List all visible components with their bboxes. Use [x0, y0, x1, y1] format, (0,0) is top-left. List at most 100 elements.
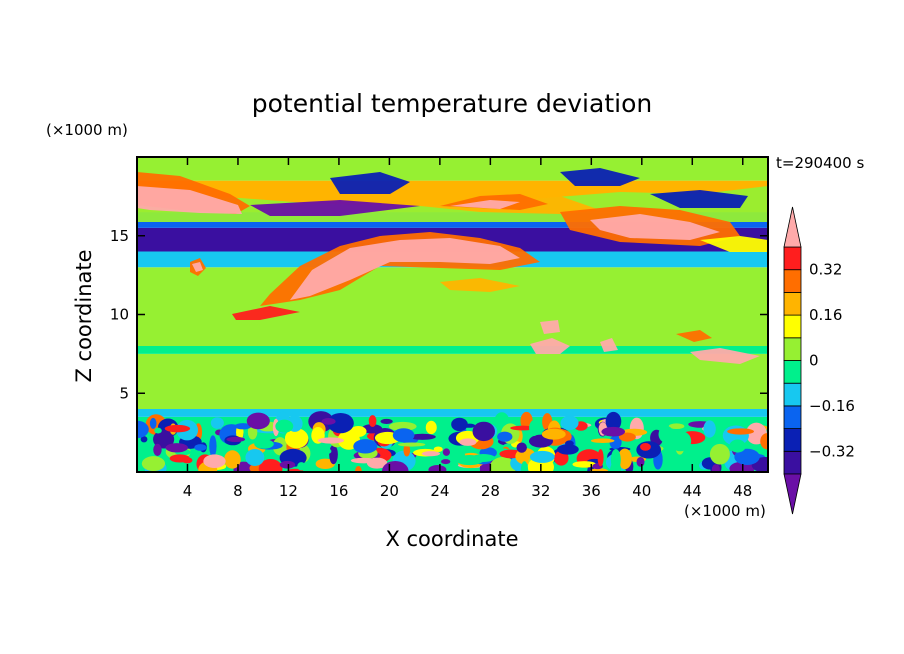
turbulence-patch [153, 443, 162, 456]
turbulence-patch [618, 432, 636, 442]
turbulence-patch [760, 433, 768, 450]
colorbar-tick-label: 0 [809, 352, 819, 370]
contour-feature [700, 236, 768, 252]
turbulence-patch [442, 448, 450, 456]
colorbar-segment [783, 246, 802, 271]
colorbar-tick-label: 0.32 [809, 261, 842, 279]
turbulence-patch [433, 446, 443, 453]
turbulence-patch [520, 461, 529, 472]
x-tick-label: 4 [183, 482, 193, 500]
turbulence-patch [317, 437, 344, 444]
turbulence-patch [350, 457, 377, 464]
turbulence-patch [729, 439, 746, 453]
turbulence-patch [226, 436, 246, 443]
turbulence-patch [489, 456, 517, 472]
time-label: t=290400 s [776, 154, 864, 172]
contour-feature [590, 214, 720, 240]
colorbar-tick-label: −0.32 [809, 442, 855, 460]
turbulence-patch [149, 417, 157, 429]
turbulence-patch [209, 435, 217, 457]
turbulence-patch [451, 417, 468, 432]
turbulence-patch [329, 444, 338, 465]
turbulence-patch [321, 417, 336, 425]
turbulence-patch [590, 438, 615, 443]
x-tick-label: 24 [430, 482, 449, 500]
turbulence-patch [497, 431, 513, 442]
turbulence-patch [541, 428, 566, 440]
contour-feature [440, 278, 520, 292]
turbulence-patch [234, 423, 252, 430]
turbulence-patch [711, 464, 720, 472]
turbulence-patch [246, 412, 270, 430]
contour-feature [232, 306, 300, 320]
x-axis-label: X coordinate [385, 527, 518, 551]
turbulence-patch [315, 458, 335, 470]
turbulence-patch [397, 442, 426, 447]
x-axis: 4 8 12 16 20 24 28 32 36 40 44 48 [183, 157, 752, 500]
chart-title: potential temperature deviation [252, 89, 652, 118]
colorbar-extend-top [783, 206, 802, 248]
colorbar-segment [783, 428, 802, 452]
x-tick-label: 32 [531, 482, 550, 500]
x-tick-label: 44 [683, 482, 702, 500]
turbulence-patch [380, 418, 393, 424]
contour-feature [530, 338, 570, 354]
turbulence-patch [388, 421, 417, 431]
turbulence-patch [472, 421, 495, 442]
turbulence-patch [350, 425, 367, 437]
turbulence-patch [224, 450, 241, 469]
turbulence-patch [668, 423, 685, 430]
contour-feature [250, 200, 420, 216]
colorbar-tick-label: −0.16 [809, 397, 855, 415]
y-axis: 5 10 15 [110, 227, 768, 402]
turbulence-patch [609, 435, 622, 450]
turbulence-patch [662, 453, 673, 464]
turbulence-patch [409, 433, 436, 440]
turbulence-patch [640, 442, 651, 451]
x-unit-label: (×1000 m) [684, 502, 766, 520]
turbulence-patch [154, 427, 162, 434]
colorbar-segment [783, 382, 802, 407]
x-tick-label: 48 [733, 482, 752, 500]
turbulence-patch [727, 428, 755, 435]
turbulence-patch [516, 442, 527, 453]
turbulence-patch [164, 424, 191, 433]
turbulence-patch [140, 436, 148, 443]
colorbar-segment [783, 269, 802, 293]
turbulence-patch [165, 443, 189, 453]
turbulence-patch [605, 411, 622, 431]
turbulence-patch [137, 420, 149, 439]
turbulence-patch [709, 443, 730, 465]
value-band [137, 409, 768, 417]
feature-layer [137, 168, 768, 364]
contour-feature [676, 330, 712, 342]
turbulence-patch [327, 412, 354, 434]
turbulence-patch [428, 464, 447, 472]
turbulence-patch [658, 425, 674, 443]
turbulence-patch [529, 450, 555, 463]
turbulence-patch [254, 439, 274, 449]
turbulence-patch [617, 448, 632, 470]
turbulence-patch [169, 454, 190, 463]
turbulence-patch [275, 419, 294, 433]
x-tick-label: 28 [481, 482, 500, 500]
turbulence-patch [194, 444, 207, 451]
turbulence-patch [368, 415, 377, 427]
turbulence-patch [297, 462, 306, 471]
turbulence-patch [636, 456, 645, 467]
contour-feature [540, 320, 560, 334]
turbulence-patch [258, 459, 283, 472]
colorbar-tick-label: 0.16 [809, 306, 842, 324]
turbulence-patch [560, 415, 579, 431]
colorbar-segment [783, 450, 802, 475]
turbulence-patch [403, 443, 411, 457]
turbulence-patch [381, 461, 409, 472]
turbulence-patch [690, 453, 707, 460]
contour-feature [650, 190, 748, 208]
turbulence-patch [441, 459, 451, 465]
turbulence-layer [137, 411, 768, 472]
y-tick-label: 5 [119, 384, 129, 402]
contour-feature [560, 168, 640, 186]
value-band [137, 267, 768, 346]
turbulence-patch [459, 438, 477, 446]
